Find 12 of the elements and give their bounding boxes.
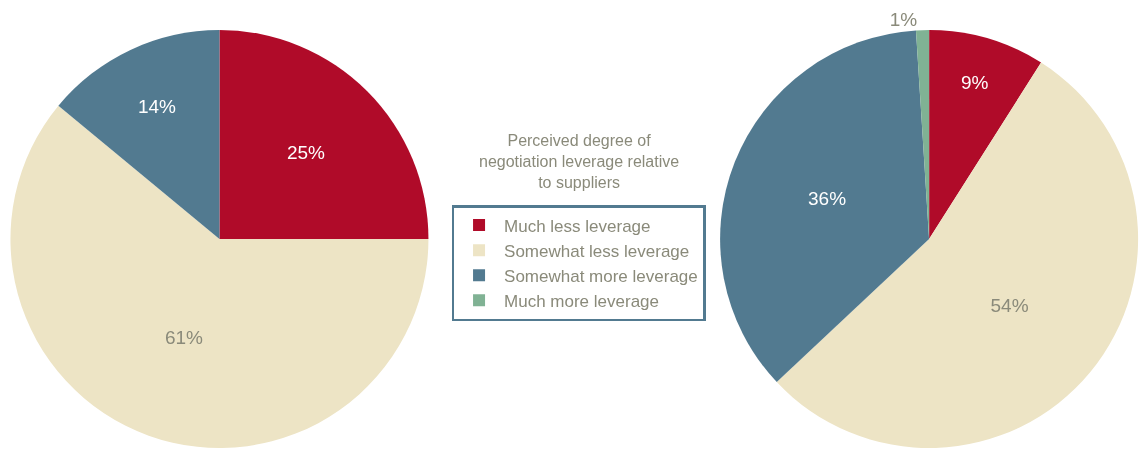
legend-label: Somewhat less leverage <box>504 241 690 261</box>
data-label: 25% <box>286 141 326 163</box>
data-label: 54% <box>990 295 1029 317</box>
data-label: 36% <box>808 188 847 210</box>
data-label: 14% <box>137 95 177 117</box>
legend-label: Much less leverage <box>504 216 651 236</box>
legend-label: Somewhat more leverage <box>504 266 698 286</box>
data-label: 1% <box>889 9 918 31</box>
data-label: 61% <box>164 326 204 348</box>
data-label: 9% <box>960 71 989 93</box>
legend-label: Much more leverage <box>504 291 660 311</box>
legend-title: Perceived degree of negotiation leverage relative to suppliers <box>479 132 680 191</box>
